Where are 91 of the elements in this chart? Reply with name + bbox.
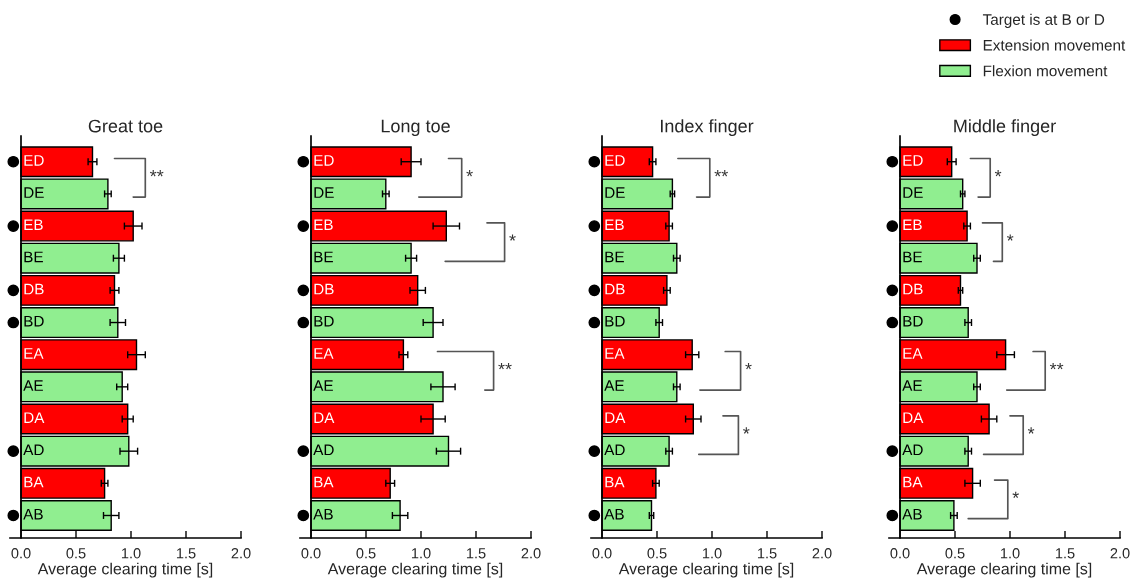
annotation: * xyxy=(743,427,750,434)
chart-title: Index finger xyxy=(661,119,754,136)
annotation: * xyxy=(1006,234,1014,241)
category-label: ED xyxy=(24,155,44,166)
category-label: BD xyxy=(314,315,334,327)
category-label: AD xyxy=(313,444,334,456)
category-label: DA xyxy=(903,412,924,423)
category-label: EA xyxy=(24,348,44,359)
category-label: BE xyxy=(24,251,43,263)
annotation: * xyxy=(509,234,516,241)
x-tick-label: 1.5 xyxy=(757,548,777,559)
annotation: * xyxy=(1027,427,1035,434)
x-axis-title: Average clearing time [s] xyxy=(618,562,794,578)
x-axis-title: Average clearing time [s] xyxy=(916,562,1092,578)
category-label: DB xyxy=(314,283,334,295)
category-label: ED xyxy=(314,155,334,166)
category-label: AB xyxy=(23,508,43,520)
annotation: * xyxy=(745,363,752,370)
x-tick-label: 2.0 xyxy=(231,548,251,559)
category-label: ED xyxy=(903,155,923,166)
legend-label: Extension movement xyxy=(983,39,1126,51)
x-tick-label: 0.5 xyxy=(66,548,86,559)
category-label: AD xyxy=(902,444,923,456)
legend-label: Flexion movement xyxy=(983,65,1108,77)
category-label: BD xyxy=(24,315,44,327)
category-label: DA xyxy=(314,412,335,423)
category-label: AE xyxy=(902,380,922,391)
category-label: AD xyxy=(23,444,44,456)
category-label: DB xyxy=(24,283,44,295)
category-label: BE xyxy=(903,251,922,263)
x-tick-label: 1.5 xyxy=(466,548,486,559)
category-label: DE xyxy=(24,187,44,198)
x-tick-label: 1.0 xyxy=(1000,548,1020,559)
chart-title: Long toe xyxy=(381,119,450,136)
x-tick-label: 0.5 xyxy=(647,548,667,559)
x-tick-label: 2.0 xyxy=(1110,548,1130,559)
category-label: EA xyxy=(605,348,625,359)
category-label: EB xyxy=(314,219,333,230)
category-label: DE xyxy=(314,187,334,198)
x-tick-label: 0.5 xyxy=(356,548,376,559)
annotation: ** xyxy=(1049,363,1064,370)
category-label: EA xyxy=(314,348,334,359)
category-label: BE xyxy=(605,251,624,263)
category-label: BD xyxy=(605,315,625,327)
annotation: * xyxy=(1012,491,1019,498)
x-tick-label: 1.0 xyxy=(702,548,722,559)
annotation: * xyxy=(466,170,473,177)
category-label: DE xyxy=(605,187,625,198)
x-tick-label: 0.0 xyxy=(592,548,612,559)
category-label: AD xyxy=(604,444,625,456)
x-tick-label: 0.0 xyxy=(301,548,321,559)
category-label: EB xyxy=(903,219,922,230)
category-label: BE xyxy=(314,251,333,263)
category-label: DB xyxy=(605,283,625,295)
category-label: EA xyxy=(903,348,923,359)
category-label: BA xyxy=(24,476,44,488)
x-tick-label: 1.5 xyxy=(1055,548,1075,559)
annotation: ** xyxy=(714,170,728,177)
category-label: AB xyxy=(902,508,922,520)
category-label: BA xyxy=(605,476,625,488)
category-label: BA xyxy=(903,476,923,488)
x-tick-label: 0.0 xyxy=(890,548,910,559)
category-label: AE xyxy=(604,380,624,391)
x-tick-label: 2.0 xyxy=(812,548,832,559)
category-label: EB xyxy=(24,219,43,230)
x-tick-label: 1.0 xyxy=(121,548,141,559)
x-tick-label: 0.5 xyxy=(945,548,965,559)
category-label: DE xyxy=(903,187,923,198)
category-label: AB xyxy=(313,508,333,520)
legend-label: Target is at B or D xyxy=(982,13,1105,28)
x-tick-label: 1.5 xyxy=(176,548,196,559)
category-label: DA xyxy=(605,412,626,423)
chart-title: Middle finger xyxy=(954,119,1056,136)
x-axis-title: Average clearing time [s] xyxy=(327,562,503,578)
category-label: ED xyxy=(605,155,625,166)
x-tick-label: 0.0 xyxy=(11,548,31,559)
x-tick-label: 1.0 xyxy=(411,548,431,559)
annotation: ** xyxy=(149,170,164,177)
x-axis-title: Average clearing time [s] xyxy=(37,562,213,578)
category-label: AB xyxy=(604,508,624,520)
category-label: BA xyxy=(314,476,334,488)
category-label: DA xyxy=(24,412,45,423)
category-label: BD xyxy=(903,315,923,327)
x-tick-label: 2.0 xyxy=(521,548,541,559)
category-label: AE xyxy=(313,380,333,391)
category-label: EB xyxy=(605,219,624,230)
category-label: AE xyxy=(23,380,43,391)
annotation: ** xyxy=(498,363,512,370)
category-label: DB xyxy=(903,283,923,295)
annotation: * xyxy=(994,170,1002,177)
chart-title: Great toe xyxy=(88,119,163,133)
